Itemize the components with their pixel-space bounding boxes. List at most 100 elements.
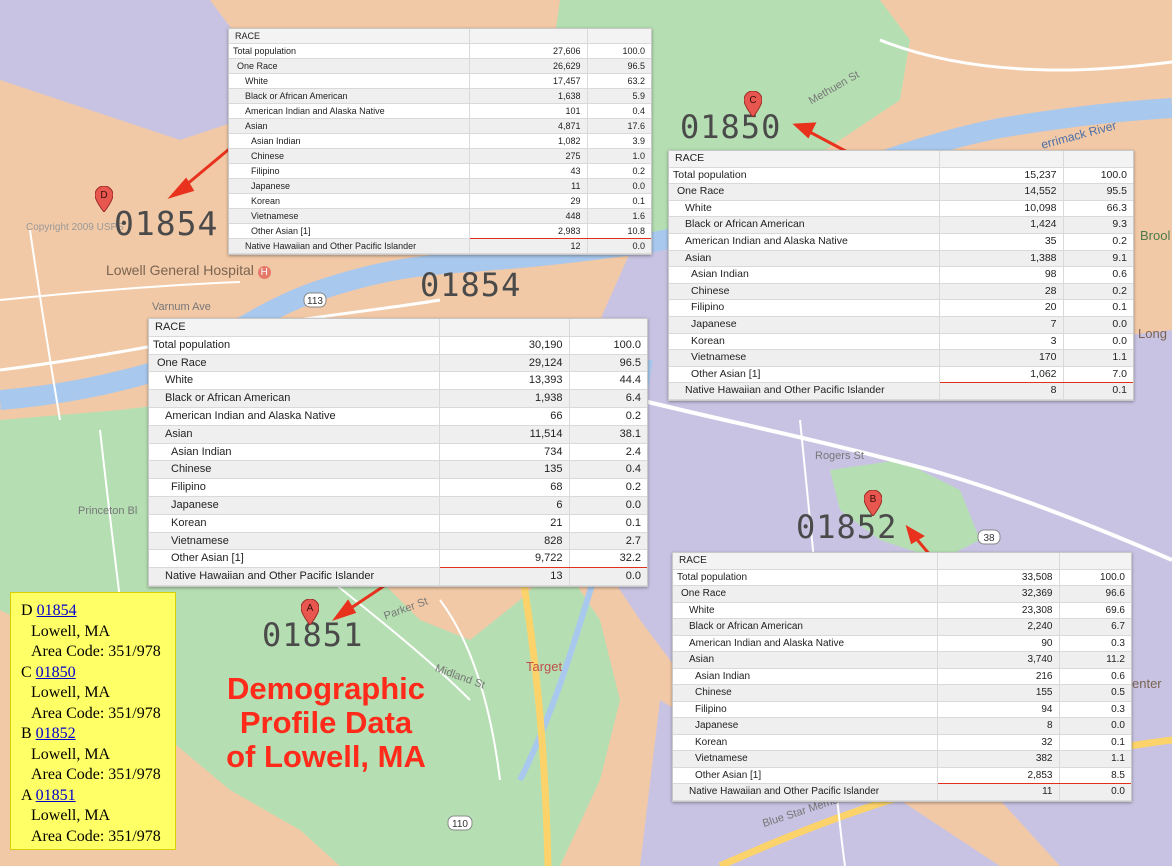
row-percent: 0.2 [1062,233,1133,251]
row-count: 1,638 [468,88,587,104]
map-pin-icon[interactable]: B [864,490,882,516]
hospital-label[interactable]: Lowell General Hospital H [106,262,271,279]
row-count: 43 [468,163,587,179]
row-count: 29,124 [438,354,569,373]
pin-letter-c: C [749,95,756,106]
road-minor-5 [439,599,501,781]
row-percent: 0.0 [1058,783,1131,801]
row-label: Chinese [149,460,439,480]
row-percent: 10.8 [586,223,651,239]
row-count: 66 [438,407,569,426]
table-row: Filipino 20 0.1 [669,299,1133,317]
legend-entry-header: D 01854 [21,601,165,622]
table-row: Chinese 155 0.5 [673,684,1131,702]
row-label: Asian [673,651,937,669]
table-row: Native Hawaiian and Other Pacific Island… [229,238,651,254]
row-label: Filipino [149,478,439,497]
street-label-rogers: Rogers St [815,450,864,462]
row-label: Asian Indian [673,668,937,685]
row-count: 14,552 [938,183,1063,201]
legend-zip-link[interactable]: 01854 [36,602,77,619]
legend-zip-link[interactable]: 01850 [35,663,76,681]
road-rogers [639,398,1172,562]
row-percent: 100.0 [586,43,651,59]
row-count: 33,508 [936,569,1059,586]
row-count: 15,237 [938,167,1063,185]
place-label-long: Long [1138,326,1167,341]
row-label: American Indian and Alaska Native [149,407,439,426]
row-count: 30,190 [438,336,569,355]
map-pin-icon[interactable]: D [95,186,113,212]
row-label: Other Asian [1] [229,223,469,239]
legend-letter: D [21,602,33,619]
legend-city: Lowell, MA [31,745,111,763]
copyright-label: Copyright 2009 USPS [26,222,124,233]
table-row: Asian Indian 216 0.6 [673,668,1131,685]
table-header-label: RACE [149,319,439,337]
row-label: Chinese [673,684,937,702]
row-count: 8 [936,717,1059,735]
row-count: 3 [938,333,1063,351]
pin-letter-a: A [307,603,314,614]
row-count: 1,388 [938,250,1063,268]
table-row: Vietnamese 448 1.6 [229,208,651,224]
table-header-row: RACE [229,29,651,44]
legend-zip-link[interactable]: 01852 [35,725,76,742]
row-percent: 9.1 [1062,250,1133,268]
street-label-varnum: Varnum Ave [152,301,211,313]
table-row: Asian 3,740 11.2 [673,651,1131,669]
map-pin-icon[interactable]: C [744,91,762,117]
row-count: 20 [938,299,1063,317]
row-percent: 9.3 [1062,216,1133,234]
row-percent: 100.0 [1058,569,1131,586]
legend-zip-link[interactable]: 01851 [35,786,76,804]
row-count: 828 [438,532,569,551]
table-row: American Indian and Alaska Native 35 0.2 [669,233,1133,251]
row-percent: 96.5 [568,354,647,373]
table-header-row: RACE [673,553,1131,570]
row-count: 94 [936,701,1059,718]
table-header-cell [1062,151,1133,168]
table-row: Total population 30,190 100.0 [149,336,647,355]
row-count: 734 [438,443,569,462]
row-label: One Race [149,354,439,373]
row-label: White [669,200,939,218]
row-count: 32 [936,734,1059,751]
zip-label-d: 01854 [114,204,219,243]
row-count: 170 [938,349,1063,367]
row-count: 135 [438,460,569,480]
table-row: American Indian and Alaska Native 90 0.3 [673,635,1131,652]
row-count: 10,098 [938,200,1063,218]
row-label: Filipino [669,299,939,317]
row-percent: 6.7 [1058,618,1131,636]
row-label: Vietnamese [673,750,937,768]
row-label: Native Hawaiian and Other Pacific Island… [149,567,439,586]
row-label: Vietnamese [149,532,439,551]
row-label: Total population [669,167,939,185]
table-header-label: RACE [229,29,469,44]
row-percent: 1.1 [1062,349,1133,367]
legend-entry-header: C 01850 [21,663,165,684]
row-percent: 100.0 [1062,167,1133,185]
row-percent: 2.4 [568,443,647,462]
table-row: American Indian and Alaska Native 66 0.2 [149,407,647,426]
row-label: Asian Indian [669,266,939,284]
row-count: 17,457 [468,73,587,89]
legend-area-code: Area Code: 351/978 [31,827,161,845]
row-percent: 0.4 [586,103,651,119]
zip-label-b: 01852 [796,508,898,546]
row-count: 27,606 [468,43,587,59]
row-percent: 0.0 [568,496,647,515]
row-percent: 0.0 [586,178,651,194]
race-table-c: RACE Total population 15,237 100.0 One Race 1… [668,150,1134,401]
row-count: 11 [936,783,1059,801]
row-percent: 0.0 [1062,316,1133,334]
row-count: 68 [438,478,569,497]
row-label: One Race [229,58,469,74]
row-count: 90 [936,635,1059,652]
table-row: Asian 4,871 17.6 [229,118,651,134]
table-row: Chinese 135 0.4 [149,460,647,480]
table-row: Black or African American 2,240 6.7 [673,618,1131,636]
map-pin-icon[interactable]: A [301,599,319,625]
row-percent: 0.1 [1062,299,1133,317]
